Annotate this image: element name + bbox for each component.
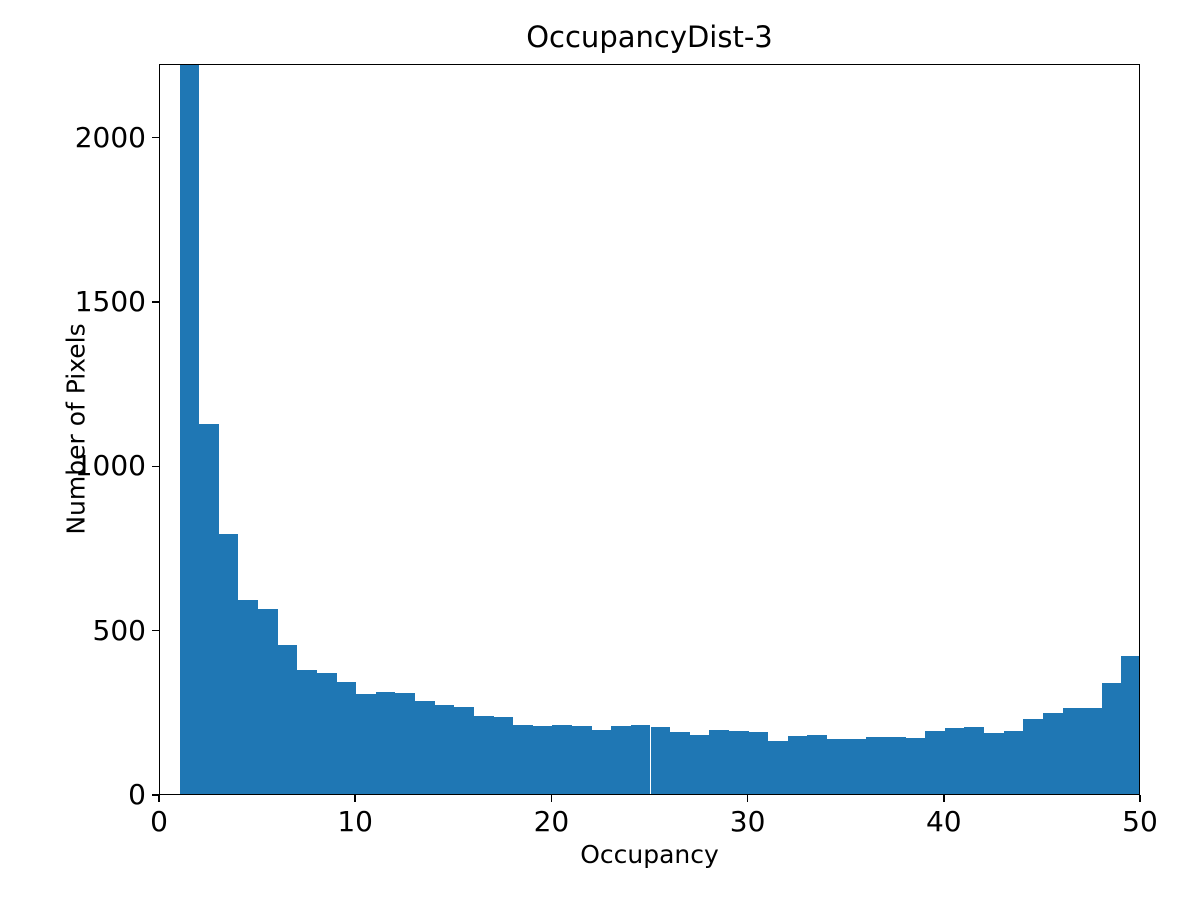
- x-tick-label: 0: [150, 805, 168, 838]
- y-tick-mark: [152, 465, 159, 468]
- histogram-bar: [709, 729, 729, 794]
- x-tick-label: 20: [533, 805, 570, 838]
- histogram-bar: [768, 740, 788, 794]
- histogram-bar: [375, 691, 396, 794]
- bars-container: [160, 65, 1139, 794]
- x-tick-label: 40: [925, 805, 962, 838]
- x-tick-mark: [746, 795, 749, 802]
- histogram-bar: [689, 734, 710, 794]
- histogram-bar: [297, 670, 317, 794]
- histogram-bar: [199, 423, 219, 794]
- x-tick-label: 50: [1122, 805, 1158, 838]
- y-axis-label: Number of Pixels: [61, 323, 91, 535]
- x-tick-mark: [354, 795, 356, 802]
- histogram-bar: [572, 725, 592, 794]
- histogram-bar: [513, 724, 533, 794]
- histogram-bar: [728, 730, 749, 794]
- y-tick-mark: [152, 629, 159, 632]
- histogram-bar: [925, 731, 945, 794]
- histogram-bar: [650, 727, 671, 794]
- histogram-bar: [1003, 730, 1024, 794]
- x-tick-mark: [158, 795, 160, 802]
- histogram-bar: [611, 725, 631, 794]
- y-tick-mark: [152, 136, 159, 139]
- page-title: OccupancyDist-3: [526, 20, 773, 54]
- histogram-bar: [846, 738, 867, 794]
- y-tick-label: 500: [92, 613, 146, 647]
- histogram-bar: [316, 673, 337, 794]
- histogram-bar: [630, 724, 651, 794]
- histogram-bar: [885, 737, 906, 794]
- histogram-bar: [1082, 707, 1102, 794]
- histogram-bar: [473, 716, 494, 794]
- histogram-bar: [258, 608, 278, 794]
- histogram-bar: [807, 734, 828, 794]
- histogram-bar: [336, 681, 357, 794]
- histogram-bar: [944, 728, 965, 794]
- histogram-bar: [964, 727, 985, 794]
- x-tick-mark: [943, 795, 945, 802]
- y-tick-mark: [152, 794, 159, 796]
- y-tick-label: 0: [128, 778, 146, 811]
- x-tick-mark: [550, 795, 553, 802]
- histogram-bar: [493, 716, 514, 794]
- histogram-bar: [1042, 712, 1063, 794]
- histogram-bar: [395, 693, 416, 794]
- y-tick-mark: [152, 301, 159, 303]
- histogram-bar: [179, 65, 200, 794]
- histogram-bar: [905, 738, 926, 794]
- histogram-bar: [277, 644, 298, 794]
- histogram-bar: [1121, 655, 1139, 794]
- histogram-bar: [454, 707, 474, 794]
- x-tick-label: 30: [729, 805, 766, 838]
- histogram-bar: [827, 739, 847, 794]
- histogram-bar: [591, 729, 612, 794]
- histogram-bar: [787, 736, 808, 794]
- histogram-bar: [1062, 707, 1083, 794]
- histogram-bar: [748, 731, 769, 794]
- x-tick-label: 10: [337, 805, 374, 838]
- plot-axes: [159, 64, 1140, 795]
- x-tick-mark: [1139, 795, 1141, 802]
- y-tick-label: 2000: [74, 120, 146, 154]
- histogram-bar: [552, 724, 572, 794]
- histogram-bar: [434, 705, 455, 794]
- histogram-bar: [670, 732, 690, 794]
- x-axis-label: Occupancy: [580, 840, 719, 869]
- histogram-bar: [866, 737, 886, 794]
- histogram-bar: [356, 694, 376, 794]
- histogram-bar: [1101, 683, 1122, 794]
- histogram-bar: [218, 534, 239, 794]
- histogram-bar: [1023, 719, 1043, 794]
- histogram-bar: [238, 600, 259, 794]
- histogram-bar: [984, 733, 1004, 794]
- histogram-bar: [415, 700, 435, 794]
- y-tick-label: 1000: [74, 449, 146, 483]
- y-tick-label: 1500: [74, 284, 146, 318]
- histogram-bar: [532, 725, 553, 794]
